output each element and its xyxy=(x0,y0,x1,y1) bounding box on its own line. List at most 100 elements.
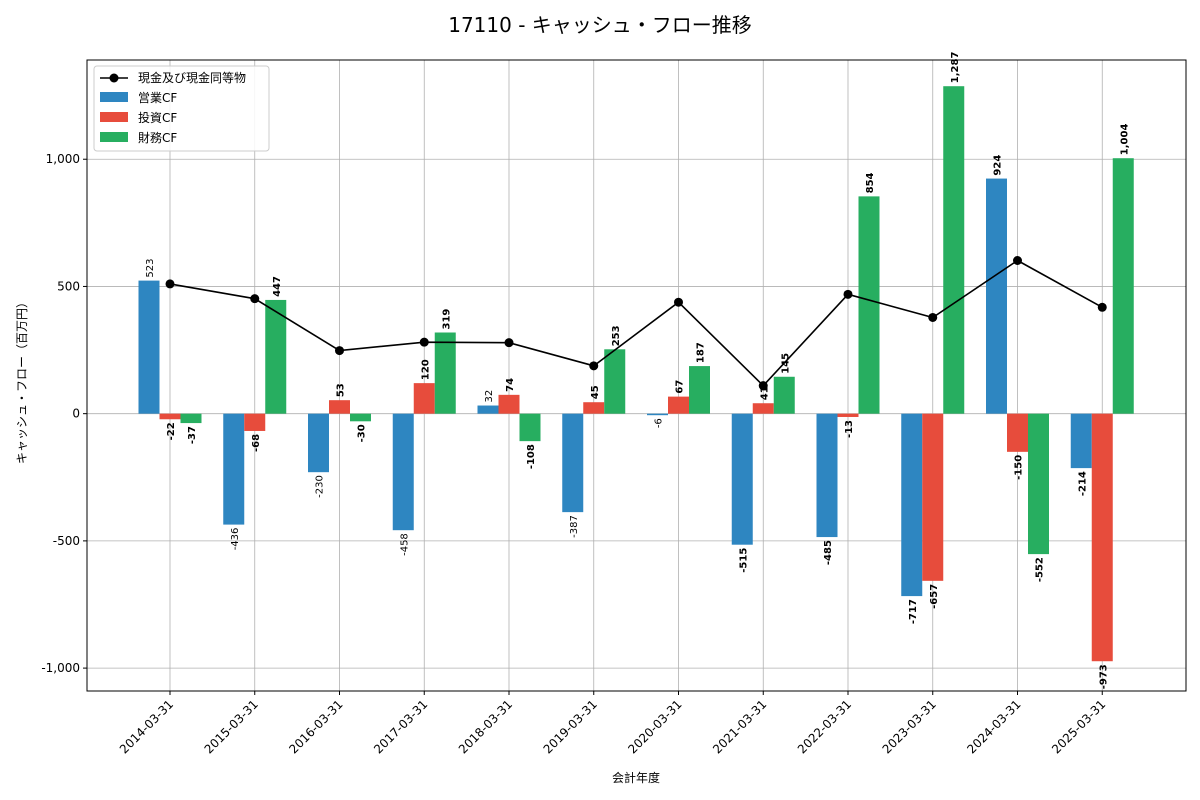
legend-box xyxy=(93,65,270,152)
cash-line-point xyxy=(504,338,514,348)
legend-label: 営業CF xyxy=(138,91,177,105)
bar-value-label: -973 xyxy=(1098,664,1109,689)
bar xyxy=(731,413,753,545)
bar-value-label: 447 xyxy=(272,276,283,297)
bar-value-label: 523 xyxy=(145,259,156,278)
bar xyxy=(837,413,859,417)
bar xyxy=(858,196,880,414)
bar xyxy=(392,413,414,531)
bar-value-label: -657 xyxy=(929,584,940,609)
bar-value-label: -37 xyxy=(187,426,198,444)
cash-line-point xyxy=(758,381,768,391)
bar-value-label: 32 xyxy=(484,390,495,403)
bar-value-label: -6 xyxy=(654,418,665,428)
bar xyxy=(901,413,923,597)
bar-value-label: 145 xyxy=(780,353,791,374)
bar-value-label: 45 xyxy=(590,385,601,399)
bar xyxy=(647,413,668,416)
bar-value-label: -436 xyxy=(230,528,241,551)
cash-line-point xyxy=(250,294,260,304)
bar xyxy=(1007,413,1028,452)
bar xyxy=(943,86,965,414)
bar-value-label: -515 xyxy=(738,548,749,573)
cash-line-point xyxy=(1097,302,1107,312)
cash-line xyxy=(169,259,1103,387)
bar-value-label: 67 xyxy=(675,380,686,394)
bar xyxy=(265,299,287,414)
legend-swatch xyxy=(100,112,128,122)
bar xyxy=(498,394,520,414)
y-tick-label: 1,000 xyxy=(46,152,80,166)
bar-value-label: -150 xyxy=(1014,455,1025,480)
bar-value-label: 924 xyxy=(993,155,1004,176)
bar xyxy=(922,413,944,581)
cash-line-point xyxy=(165,279,175,289)
legend-swatch xyxy=(100,132,128,142)
bar-value-label: -68 xyxy=(251,434,262,452)
bar xyxy=(1091,413,1113,662)
bar-value-label: 53 xyxy=(336,383,347,397)
bar xyxy=(773,376,795,414)
bar-value-label: 120 xyxy=(420,359,431,380)
x-axis-label: 会計年度 xyxy=(612,770,660,785)
y-axis-label: キャッシュ・フロー（百万円） xyxy=(15,296,29,464)
bar xyxy=(1112,158,1134,414)
y-tick-label: 0 xyxy=(72,407,80,421)
bar xyxy=(434,332,456,414)
bar xyxy=(668,396,689,414)
bar xyxy=(583,402,605,414)
cash-line-point xyxy=(843,289,853,299)
bar xyxy=(1028,413,1049,555)
bar-value-label: 1,004 xyxy=(1119,124,1130,156)
bar-value-label: 187 xyxy=(696,342,707,363)
bar xyxy=(1070,413,1092,469)
cash-line-point xyxy=(335,346,344,356)
chart-title: 17110 - キャッシュ・フロー推移 xyxy=(448,13,752,37)
cash-line-point xyxy=(589,361,599,371)
bar-value-label: -108 xyxy=(526,444,537,469)
bar xyxy=(223,413,245,525)
bar-value-label: -22 xyxy=(166,422,177,440)
bar xyxy=(816,413,838,538)
bar-value-label: 41 xyxy=(759,386,770,400)
bar-value-label: 74 xyxy=(505,378,516,392)
legend-label: 投資CF xyxy=(138,110,177,125)
bar-value-label: -458 xyxy=(399,533,410,556)
bar-value-label: -387 xyxy=(569,515,580,538)
bar xyxy=(308,413,329,473)
bar-value-label: -485 xyxy=(823,540,834,565)
bar xyxy=(519,413,541,442)
y-tick-label: -1,000 xyxy=(41,661,80,675)
legend-line-marker xyxy=(109,73,119,83)
cash-line-point xyxy=(419,337,429,347)
bar xyxy=(413,383,435,414)
cash-line-point xyxy=(928,312,938,322)
bar-value-label: 319 xyxy=(441,309,452,330)
bar xyxy=(689,366,710,414)
bar-value-label: -717 xyxy=(908,599,919,624)
bar-value-label: 854 xyxy=(865,172,876,193)
bar xyxy=(986,178,1007,414)
plot-frame xyxy=(86,59,1187,692)
bar xyxy=(752,403,774,414)
bar-value-label: -30 xyxy=(357,424,368,442)
y-tick-label: 500 xyxy=(57,279,80,293)
line-layer xyxy=(165,255,1107,391)
bar xyxy=(180,413,202,424)
bar-value-label: -13 xyxy=(844,420,855,438)
bar-value-label: 1,287 xyxy=(950,52,961,84)
bar xyxy=(604,349,626,414)
bar-value-label: -214 xyxy=(1077,471,1088,496)
bar xyxy=(350,413,371,422)
bar xyxy=(138,280,160,414)
legend-swatch xyxy=(100,92,128,102)
cash-line-point xyxy=(1013,255,1022,265)
labels-layer: 523 -436 -230 -458 32 -387 -6 -515 -485 -717 924 -2… xyxy=(145,52,1130,690)
bar xyxy=(244,413,266,431)
bars-layer xyxy=(138,86,1134,662)
bar xyxy=(562,413,584,513)
bar-value-label: 253 xyxy=(611,325,622,346)
